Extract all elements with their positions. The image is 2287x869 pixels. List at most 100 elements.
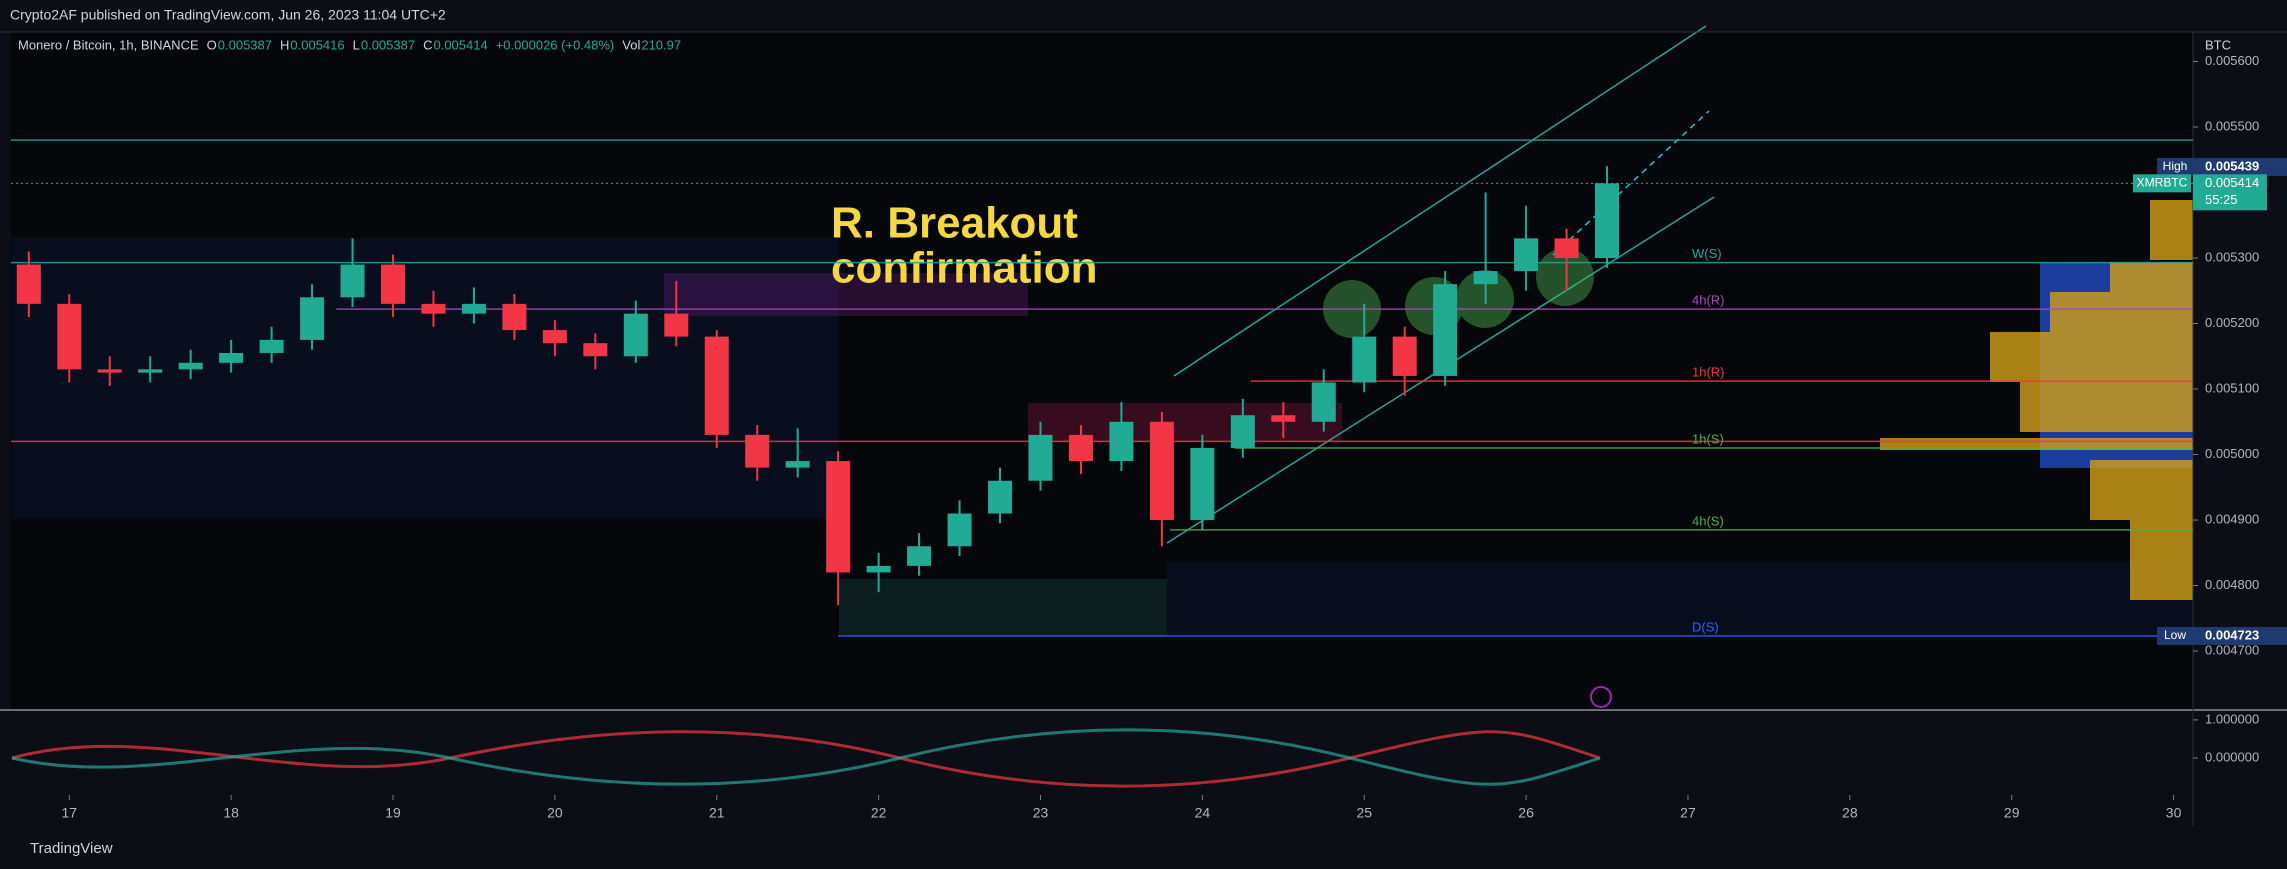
candle-body: [1271, 415, 1296, 422]
x-tick-label: 21: [709, 805, 725, 821]
x-tick-label: 30: [2166, 805, 2182, 821]
candle-body: [97, 369, 122, 373]
candle-body: [1149, 421, 1174, 521]
legend-change: +0.000026 (+0.48%): [496, 37, 615, 52]
indicator-tick-label: 1.000000: [2205, 711, 2259, 726]
symbol-box: [2133, 174, 2191, 193]
y-tick-label: 0.005200: [2205, 315, 2259, 330]
marker-name-box: [2157, 626, 2193, 645]
volume-profile: [1880, 200, 2193, 600]
x-tick-label: 20: [547, 805, 563, 821]
event-icon[interactable]: [1590, 686, 1612, 708]
candle-body: [947, 513, 972, 547]
x-tick-label: 23: [1033, 805, 1049, 821]
candle-body: [219, 352, 244, 363]
legend-value: 0.005414: [433, 37, 487, 52]
marker-name-box: [2157, 157, 2193, 176]
marker-name: High: [2163, 159, 2188, 173]
candle-body: [542, 330, 567, 344]
candle-body: [1433, 284, 1458, 376]
candle-body: [259, 339, 284, 353]
marker-label: 0.005439: [2205, 158, 2259, 173]
candle-body: [1352, 336, 1377, 383]
level-label: D(S): [1692, 619, 1719, 634]
y-tick-label: 0.005300: [2205, 249, 2259, 264]
legend-label: Vol: [622, 37, 640, 52]
legend-label: O: [207, 37, 217, 52]
candle-body: [988, 480, 1013, 514]
legend-label: L: [353, 37, 360, 52]
legend-title: Monero / Bitcoin, 1h, BINANCE: [18, 37, 199, 52]
y-tick-label: 0.004800: [2205, 577, 2259, 592]
candle-body: [907, 546, 932, 566]
marker-name: Low: [2164, 628, 2186, 642]
x-tick-label: 22: [871, 805, 887, 821]
x-tick-label: 28: [1842, 805, 1858, 821]
legend-value: 0.005416: [290, 37, 344, 52]
candle-body: [1230, 415, 1255, 448]
candle-body: [1109, 421, 1134, 462]
marker-label: 0.004723: [2205, 627, 2259, 642]
x-tick-label: 18: [223, 805, 239, 821]
candle-body: [340, 264, 365, 298]
level-label: 1h(S): [1692, 431, 1724, 446]
footer: TradingView: [30, 840, 113, 857]
countdown: 55:25: [2205, 192, 2238, 207]
indicator-tick-label: 0.000000: [2205, 749, 2259, 764]
last-price-box: [2193, 174, 2267, 211]
x-tick-label: 17: [61, 805, 77, 821]
legend-value: 210.97: [641, 37, 681, 52]
y-tick-label: 0.004700: [2205, 642, 2259, 657]
candle-body: [785, 461, 810, 468]
level-label: 1h(R): [1692, 365, 1725, 380]
candle-body: [1514, 238, 1539, 272]
zone: [839, 579, 1167, 636]
legend-value: 0.005387: [218, 37, 272, 52]
level-label: W(S): [1692, 246, 1722, 261]
marker-box: [2193, 626, 2287, 645]
annotation: R. Breakout: [831, 199, 1078, 248]
oscillator: [11, 730, 1601, 788]
candle-body: [583, 343, 608, 357]
candle-body: [664, 313, 689, 337]
candle-body: [866, 565, 891, 573]
candle-body: [826, 461, 851, 573]
candle-body: [178, 362, 203, 370]
y-tick-label: 0.004900: [2205, 511, 2259, 526]
legend-value: 0.005387: [361, 37, 415, 52]
level-label: 4h(R): [1692, 293, 1725, 308]
y-tick-label: 0.005600: [2205, 53, 2259, 68]
y-unit: BTC: [2205, 37, 2231, 52]
candle-body: [16, 264, 41, 304]
candle-body: [381, 264, 406, 304]
candle-body: [1068, 434, 1093, 462]
candle-body: [138, 369, 163, 373]
candle-body: [461, 303, 486, 314]
oscillator: [11, 728, 1601, 786]
channel-mid: [1552, 110, 1710, 256]
y-tick-label: 0.005500: [2205, 118, 2259, 133]
zone: [1167, 561, 2193, 636]
y-tick-label: 0.005100: [2205, 380, 2259, 395]
annotation: confirmation: [831, 244, 1097, 293]
legend-label: C: [423, 37, 432, 52]
level-label: 4h(S): [1692, 513, 1724, 528]
marker-box: [2193, 157, 2287, 176]
header: Crypto2AF published on TradingView.com, …: [10, 7, 446, 23]
candle-body: [421, 303, 446, 314]
legend-label: H: [280, 37, 289, 52]
candle-body: [300, 297, 325, 340]
x-tick-label: 29: [2004, 805, 2020, 821]
x-tick-label: 25: [1356, 805, 1372, 821]
candle-body: [1554, 238, 1579, 258]
candle-body: [623, 313, 648, 357]
candle-body: [1190, 447, 1215, 521]
x-tick-label: 24: [1195, 805, 1211, 821]
candle-body: [1392, 336, 1417, 376]
plot-area: [11, 32, 2193, 710]
candle-body: [1311, 382, 1336, 422]
x-tick-label: 19: [385, 805, 401, 821]
y-tick-label: 0.005000: [2205, 446, 2259, 461]
candle-body: [57, 303, 82, 370]
